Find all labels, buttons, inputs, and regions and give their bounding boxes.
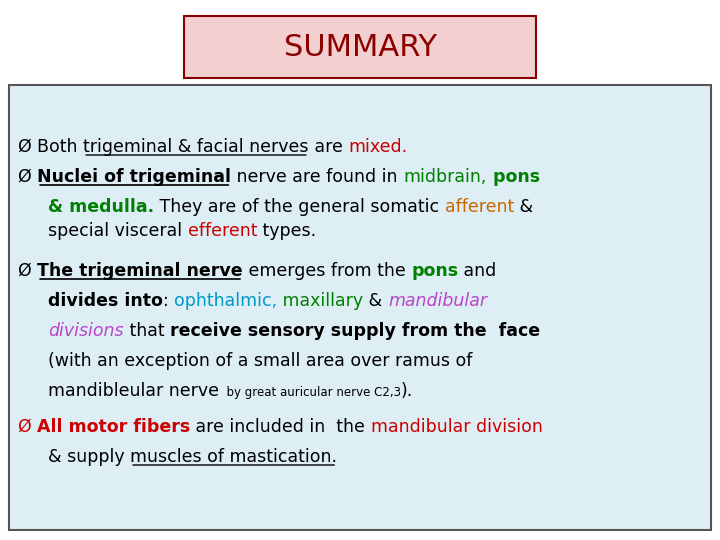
Text: :: : [163,292,174,310]
Text: that: that [124,322,170,340]
Text: special visceral: special visceral [48,222,188,240]
Text: pons: pons [411,262,458,280]
Text: types.: types. [257,222,316,240]
FancyBboxPatch shape [184,16,536,78]
Text: SUMMARY: SUMMARY [284,33,436,62]
Text: pons: pons [487,168,540,186]
Text: All motor fibers: All motor fibers [37,418,191,436]
Text: ).: ). [401,382,413,400]
Text: mandibular: mandibular [388,292,487,310]
Text: and: and [458,262,497,280]
Text: by great auricular nerve C2,3: by great auricular nerve C2,3 [219,386,401,399]
Text: are included in  the: are included in the [191,418,371,436]
Text: & medulla.: & medulla. [48,198,154,216]
Text: (with an exception of a small area over ramus of: (with an exception of a small area over … [48,352,472,370]
Text: Ø: Ø [18,418,37,436]
Text: divides into: divides into [48,292,163,310]
Text: receive sensory supply from the  face: receive sensory supply from the face [170,322,540,340]
Text: mixed.: mixed. [348,138,408,156]
FancyBboxPatch shape [9,85,711,530]
Text: divisions: divisions [48,322,124,340]
Text: afferent: afferent [445,198,514,216]
Text: mandibular division: mandibular division [371,418,543,436]
Text: are: are [309,138,348,156]
Text: &: & [514,198,533,216]
Text: &: & [364,292,388,310]
Text: muscles of mastication.: muscles of mastication. [130,448,337,466]
Text: efferent: efferent [188,222,257,240]
Text: Ø: Ø [18,138,37,156]
Text: Ø: Ø [18,168,37,186]
Text: maxillary: maxillary [277,292,364,310]
Text: The trigeminal nerve: The trigeminal nerve [37,262,243,280]
Text: Nuclei of trigeminal: Nuclei of trigeminal [37,168,231,186]
Text: Both: Both [37,138,84,156]
Text: mandibleular nerve: mandibleular nerve [48,382,219,400]
Text: emerges from the: emerges from the [243,262,411,280]
Text: ophthalmic,: ophthalmic, [174,292,277,310]
Text: nerve are found in: nerve are found in [231,168,403,186]
Text: & supply: & supply [48,448,130,466]
Text: trigeminal & facial nerves: trigeminal & facial nerves [84,138,309,156]
Text: Ø: Ø [18,262,37,280]
Text: midbrain,: midbrain, [403,168,487,186]
Text: They are of the general somatic: They are of the general somatic [154,198,445,216]
